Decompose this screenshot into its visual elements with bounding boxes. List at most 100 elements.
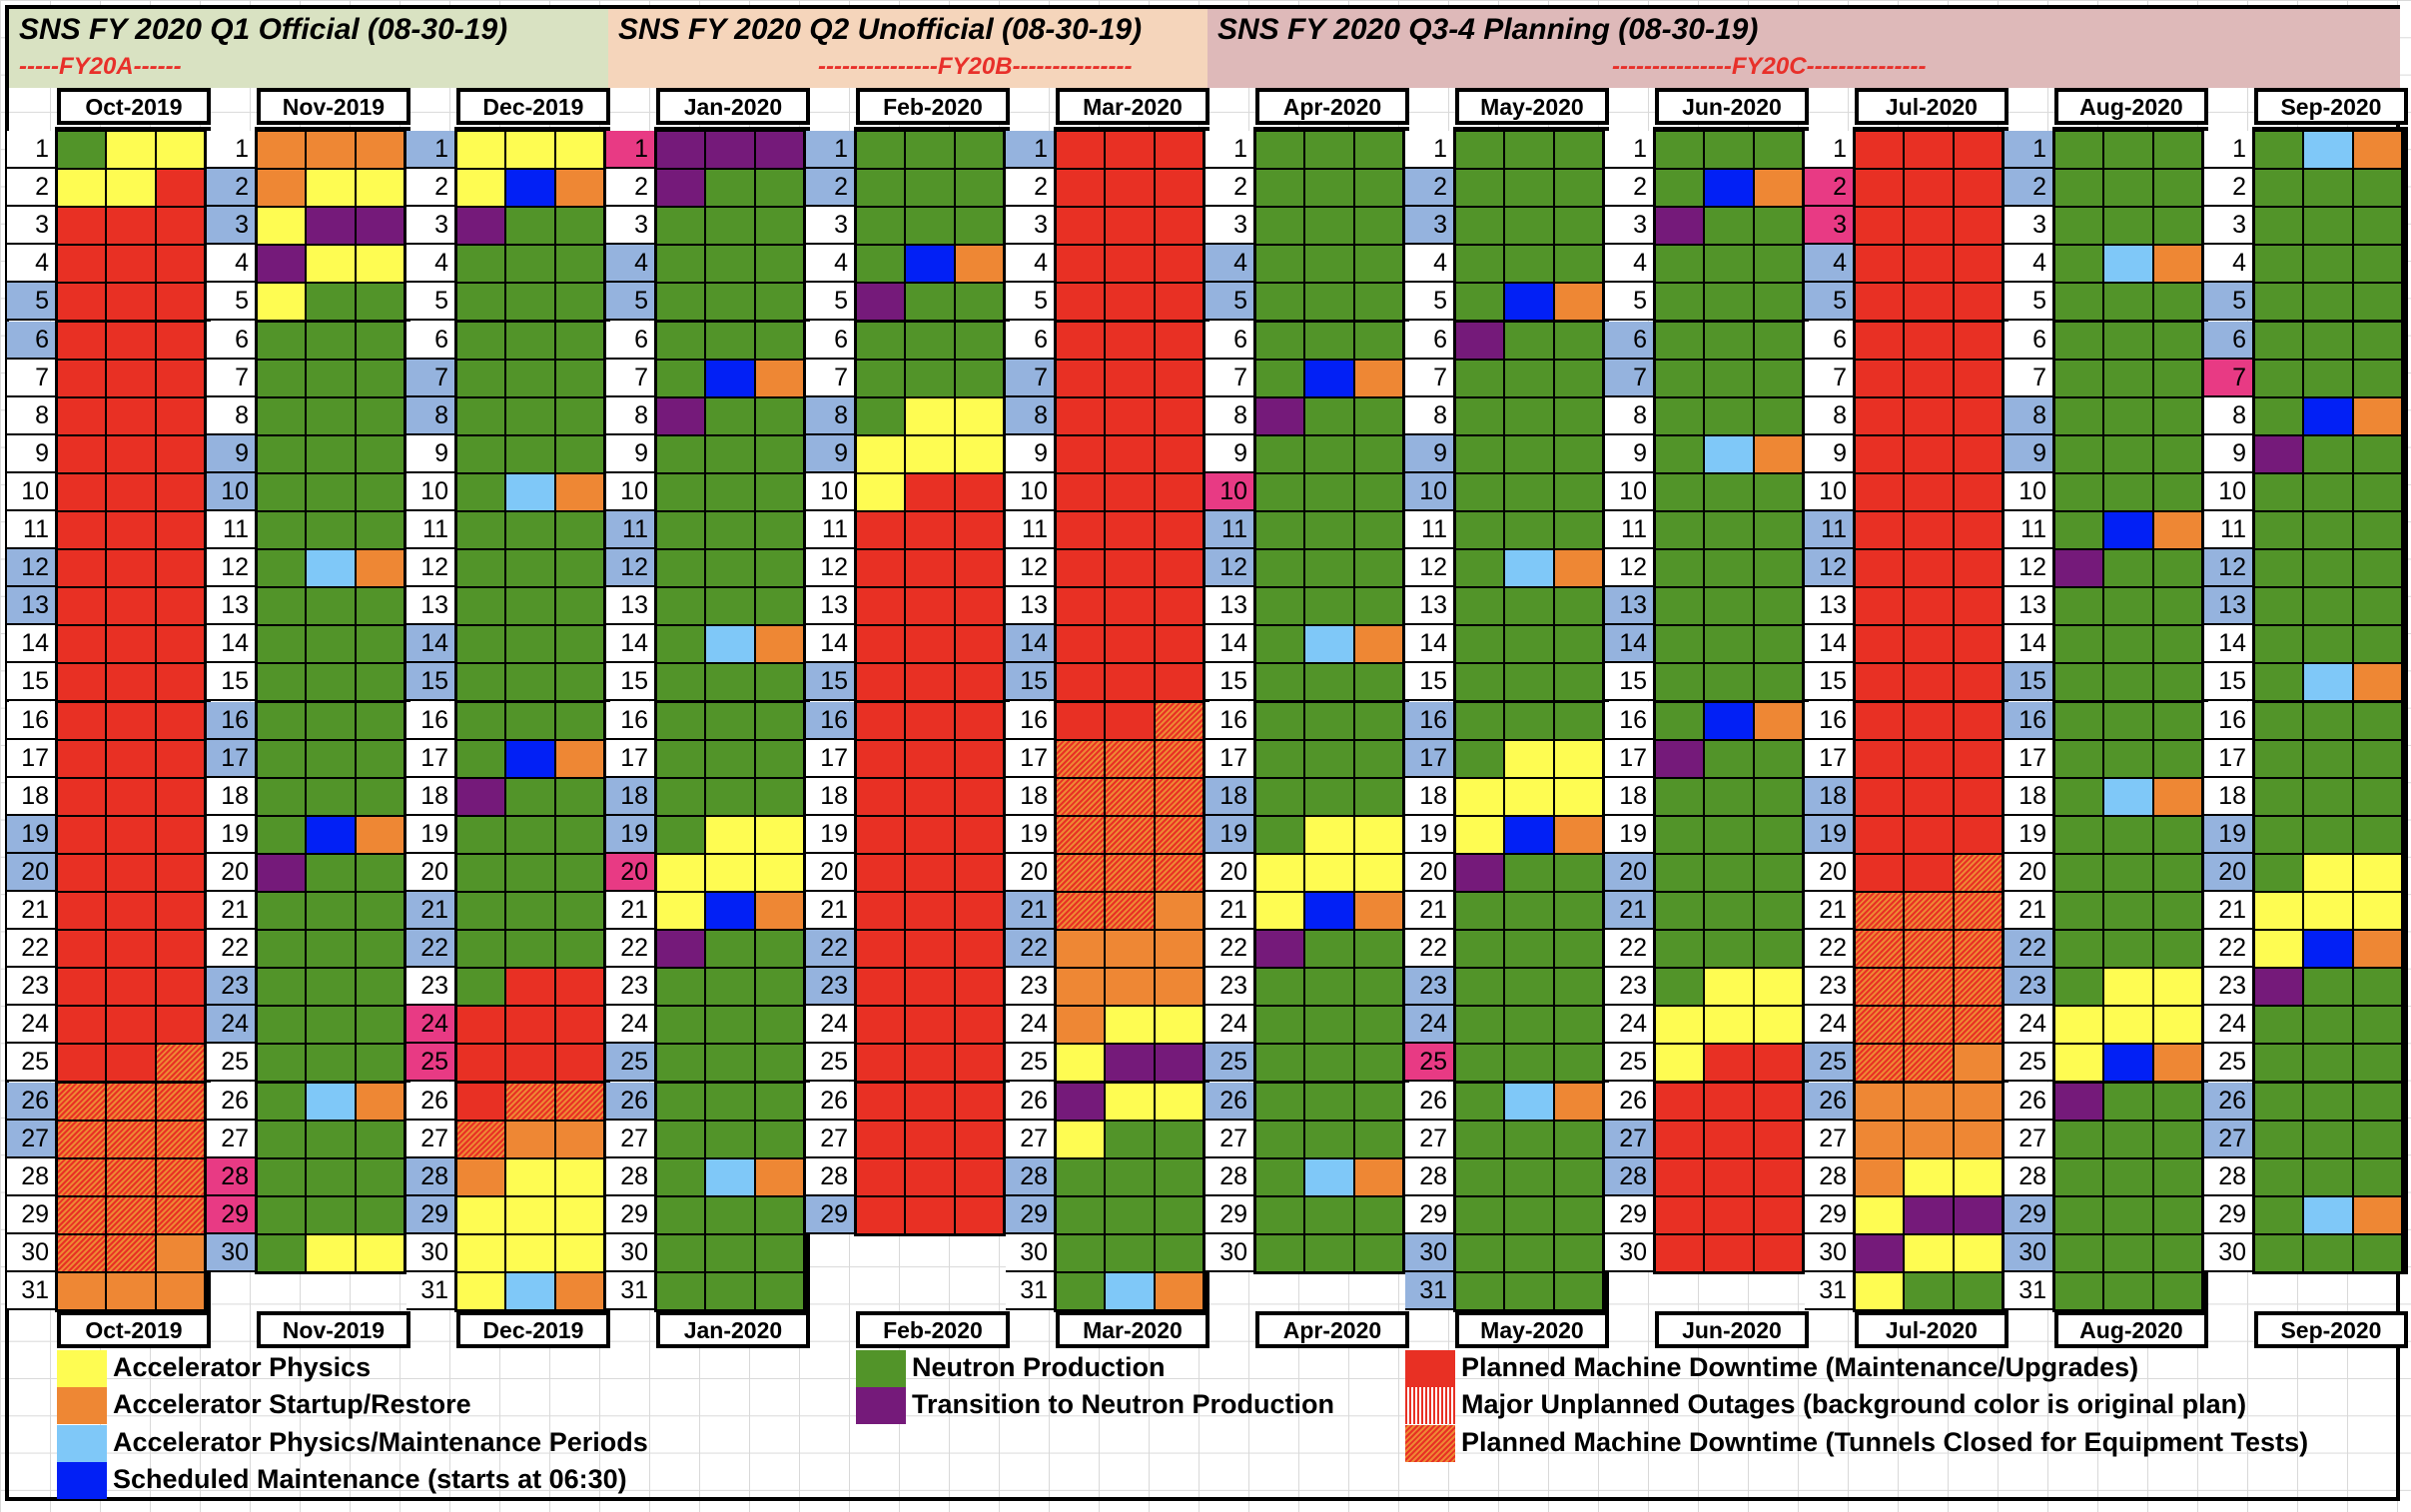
shift-cell[interactable] [1155, 170, 1203, 207]
shift-cell[interactable] [1505, 854, 1553, 891]
shift-cell[interactable] [1656, 702, 1704, 739]
shift-cell[interactable] [657, 1083, 705, 1120]
shift-cell[interactable] [1905, 1007, 1953, 1044]
shift-cell[interactable] [58, 208, 106, 245]
shift-cell[interactable] [955, 132, 1003, 169]
shift-cell[interactable] [1354, 550, 1402, 587]
shift-cell[interactable] [58, 931, 106, 968]
shift-cell[interactable] [58, 360, 106, 396]
shift-cell[interactable] [2055, 435, 2103, 472]
shift-cell[interactable] [1106, 170, 1154, 207]
shift-cell[interactable] [1354, 284, 1402, 321]
shift-cell[interactable] [2353, 778, 2401, 815]
shift-cell[interactable] [1705, 170, 1753, 207]
shift-cell[interactable] [58, 1045, 106, 1082]
shift-cell[interactable] [1106, 208, 1154, 245]
shift-cell[interactable] [2353, 664, 2401, 701]
shift-cell[interactable] [906, 1045, 954, 1082]
shift-cell[interactable] [1705, 512, 1753, 549]
shift-cell[interactable] [1106, 740, 1154, 777]
shift-cell[interactable] [2104, 246, 2152, 283]
shift-cell[interactable] [457, 1083, 505, 1120]
shift-cell[interactable] [906, 1121, 954, 1157]
shift-cell[interactable] [657, 778, 705, 815]
shift-cell[interactable] [107, 816, 155, 853]
shift-cell[interactable] [1554, 208, 1602, 245]
shift-cell[interactable] [857, 284, 905, 321]
shift-cell[interactable] [755, 893, 803, 930]
shift-cell[interactable] [955, 512, 1003, 549]
shift-cell[interactable] [356, 397, 403, 434]
shift-cell[interactable] [1754, 435, 1802, 472]
shift-cell[interactable] [1155, 588, 1203, 625]
shift-cell[interactable] [58, 778, 106, 815]
shift-cell[interactable] [2055, 893, 2103, 930]
shift-cell[interactable] [156, 969, 204, 1006]
shift-cell[interactable] [156, 1196, 204, 1233]
shift-cell[interactable] [1106, 854, 1154, 891]
shift-cell[interactable] [2055, 1083, 2103, 1120]
shift-cell[interactable] [2353, 284, 2401, 321]
shift-cell[interactable] [1505, 208, 1553, 245]
shift-cell[interactable] [2353, 969, 2401, 1006]
shift-cell[interactable] [857, 778, 905, 815]
shift-cell[interactable] [1554, 778, 1602, 815]
shift-cell[interactable] [1354, 1121, 1402, 1157]
shift-cell[interactable] [1856, 1007, 1904, 1044]
shift-cell[interactable] [1456, 702, 1504, 739]
shift-cell[interactable] [1305, 473, 1353, 510]
shift-cell[interactable] [1505, 132, 1553, 169]
shift-cell[interactable] [258, 1121, 306, 1157]
shift-cell[interactable] [156, 170, 204, 207]
shift-cell[interactable] [156, 246, 204, 283]
shift-cell[interactable] [2104, 816, 2152, 853]
shift-cell[interactable] [1106, 1234, 1154, 1271]
shift-cell[interactable] [1256, 931, 1304, 968]
shift-cell[interactable] [955, 435, 1003, 472]
shift-cell[interactable] [1754, 1196, 1802, 1233]
shift-cell[interactable] [1954, 1158, 2002, 1195]
shift-cell[interactable] [657, 1158, 705, 1195]
shift-cell[interactable] [58, 550, 106, 587]
shift-cell[interactable] [2104, 1234, 2152, 1271]
shift-cell[interactable] [2353, 588, 2401, 625]
shift-cell[interactable] [1057, 208, 1105, 245]
shift-cell[interactable] [156, 1234, 204, 1271]
shift-cell[interactable] [1354, 512, 1402, 549]
shift-cell[interactable] [1905, 284, 1953, 321]
shift-cell[interactable] [1856, 1045, 1904, 1082]
shift-cell[interactable] [857, 397, 905, 434]
shift-cell[interactable] [107, 1273, 155, 1310]
shift-cell[interactable] [1106, 132, 1154, 169]
shift-cell[interactable] [258, 588, 306, 625]
shift-cell[interactable] [706, 626, 754, 663]
shift-cell[interactable] [2055, 1158, 2103, 1195]
shift-cell[interactable] [1856, 1083, 1904, 1120]
shift-cell[interactable] [555, 132, 603, 169]
shift-cell[interactable] [457, 512, 505, 549]
shift-cell[interactable] [1554, 1083, 1602, 1120]
shift-cell[interactable] [2104, 1121, 2152, 1157]
shift-cell[interactable] [1505, 588, 1553, 625]
shift-cell[interactable] [955, 360, 1003, 396]
shift-cell[interactable] [1305, 588, 1353, 625]
shift-cell[interactable] [1256, 322, 1304, 359]
shift-cell[interactable] [307, 170, 355, 207]
shift-cell[interactable] [906, 931, 954, 968]
shift-cell[interactable] [2304, 816, 2352, 853]
shift-cell[interactable] [2104, 132, 2152, 169]
shift-cell[interactable] [1656, 1196, 1704, 1233]
shift-cell[interactable] [156, 512, 204, 549]
shift-cell[interactable] [755, 664, 803, 701]
shift-cell[interactable] [307, 664, 355, 701]
shift-cell[interactable] [107, 778, 155, 815]
shift-cell[interactable] [1905, 360, 1953, 396]
shift-cell[interactable] [1656, 1234, 1704, 1271]
shift-cell[interactable] [2255, 1196, 2303, 1233]
shift-cell[interactable] [506, 170, 554, 207]
shift-cell[interactable] [1505, 1121, 1553, 1157]
shift-cell[interactable] [1155, 1196, 1203, 1233]
shift-cell[interactable] [307, 397, 355, 434]
shift-cell[interactable] [457, 132, 505, 169]
shift-cell[interactable] [1456, 1121, 1504, 1157]
